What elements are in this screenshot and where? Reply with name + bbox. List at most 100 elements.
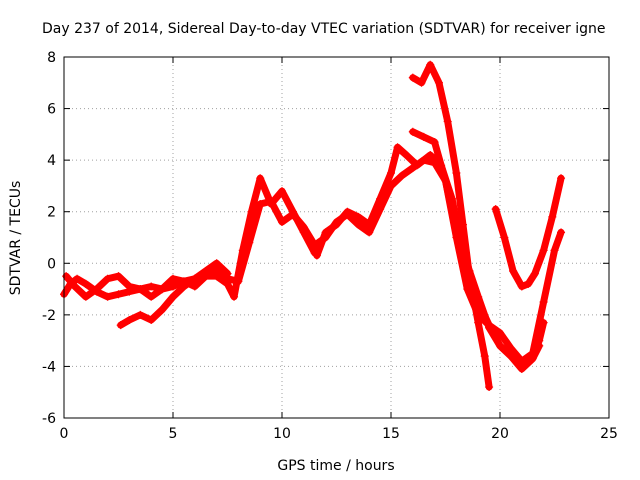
data-point-plus [535, 336, 544, 345]
data-point-plus [548, 212, 557, 221]
data-point-plus [430, 138, 439, 147]
series-band [311, 156, 565, 365]
data-point-plus [125, 282, 134, 291]
data-point-plus [223, 269, 232, 278]
data-point-plus [496, 341, 504, 350]
data-point-plus [417, 78, 426, 87]
data-point-plus [201, 267, 210, 276]
data-point-plus [73, 274, 82, 283]
data-point-plus [408, 127, 417, 136]
data-point-plus [136, 285, 145, 294]
data-point-plus [267, 197, 276, 206]
data-point-plus [81, 279, 90, 288]
data-point-plus [539, 297, 548, 306]
data-point-plus [496, 328, 504, 337]
data-point-plus [247, 207, 256, 216]
data-point-plus [114, 290, 123, 299]
data-point-plus [256, 199, 265, 208]
series-track-8 [491, 174, 566, 291]
data-point-plus [485, 383, 494, 392]
x-tick-label: 0 [60, 426, 69, 442]
data-point-plus [114, 272, 123, 281]
y-tick-label: 0 [47, 256, 56, 272]
data-point-plus [474, 318, 483, 327]
y-tick-label: 2 [47, 205, 56, 221]
x-axis-ticks: 0 5 10 15 20 25 [60, 57, 618, 442]
x-tick-label: 10 [273, 426, 291, 442]
data-point-plus [278, 187, 286, 196]
data-point-plus [539, 246, 548, 255]
data-point-plus [530, 269, 539, 278]
data-point-plus [278, 218, 286, 227]
data-point-plus [103, 274, 112, 283]
data-point-plus [230, 292, 239, 301]
data-point-plus [480, 352, 489, 361]
data-point-plus [212, 267, 221, 276]
data-point-plus [402, 150, 411, 159]
data-point-plus [169, 292, 177, 301]
y-tick-label: 6 [47, 102, 56, 118]
series-track-4 [310, 156, 566, 366]
x-tick-label: 25 [600, 426, 618, 442]
data-point-plus [136, 310, 145, 319]
data-point-plus [408, 73, 417, 82]
series-track-7 [408, 127, 548, 371]
data-point-plus [491, 205, 500, 214]
data-point-plus [419, 132, 428, 141]
data-point-plus [332, 220, 341, 229]
data-point-plus [158, 305, 167, 314]
data-point-plus [413, 161, 422, 170]
data-point-plus [434, 78, 443, 87]
y-tick-label: -6 [42, 411, 56, 427]
data-point-plus [426, 60, 435, 69]
data-point-plus [528, 349, 537, 358]
data-point-plus [179, 282, 188, 291]
data-point-plus [458, 220, 467, 229]
data-point-plus [517, 362, 526, 371]
x-tick-label: 20 [491, 426, 509, 442]
series-track-3 [116, 259, 232, 330]
chart-title: Day 237 of 2014, Sidereal Day-to-day VTE… [42, 21, 605, 37]
data-point-plus [393, 143, 402, 152]
data-point-plus [557, 174, 566, 183]
data-point-plus [485, 321, 494, 330]
data-point-plus [321, 228, 330, 237]
data-point-plus [557, 228, 566, 237]
data-point-plus [506, 352, 515, 361]
y-axis-ticks: -6 -4 -2 0 2 4 6 8 [42, 50, 609, 427]
data-point-plus [354, 212, 363, 221]
data-point-plus [125, 316, 134, 325]
data-point-plus [169, 274, 177, 283]
data-point-plus [426, 150, 435, 159]
data-point-plus [539, 318, 548, 327]
data-point-plus [212, 259, 221, 268]
data-point-plus [387, 169, 395, 178]
data-point-plus [365, 220, 374, 229]
data-point-plus [517, 282, 526, 291]
data-point-plus [463, 272, 472, 281]
data-point-plus [509, 267, 518, 276]
data-point-plus [190, 282, 199, 291]
grid [64, 57, 609, 418]
data-point-plus [452, 169, 461, 178]
y-tick-label: 8 [47, 50, 56, 66]
data-point-plus [190, 274, 199, 283]
y-tick-label: -2 [42, 308, 56, 324]
data-point-plus [147, 316, 156, 325]
data-point-plus [506, 344, 515, 353]
data-point-plus [116, 321, 125, 330]
data-point-plus [474, 297, 483, 306]
data-point-plus [234, 277, 243, 286]
data-point-plus [343, 207, 352, 216]
data-point-plus [443, 117, 452, 126]
data-point-plus [397, 171, 406, 180]
x-tick-label: 5 [169, 426, 178, 442]
y-axis-label: SDTVAR / TECUs [8, 181, 24, 296]
data-point-plus [376, 194, 385, 203]
data-point-plus [158, 285, 167, 294]
plot-frame [63, 56, 610, 419]
data-point-plus [169, 282, 177, 291]
data-point-plus [103, 292, 112, 301]
data-point-plus [524, 279, 533, 288]
series-band [409, 128, 548, 370]
